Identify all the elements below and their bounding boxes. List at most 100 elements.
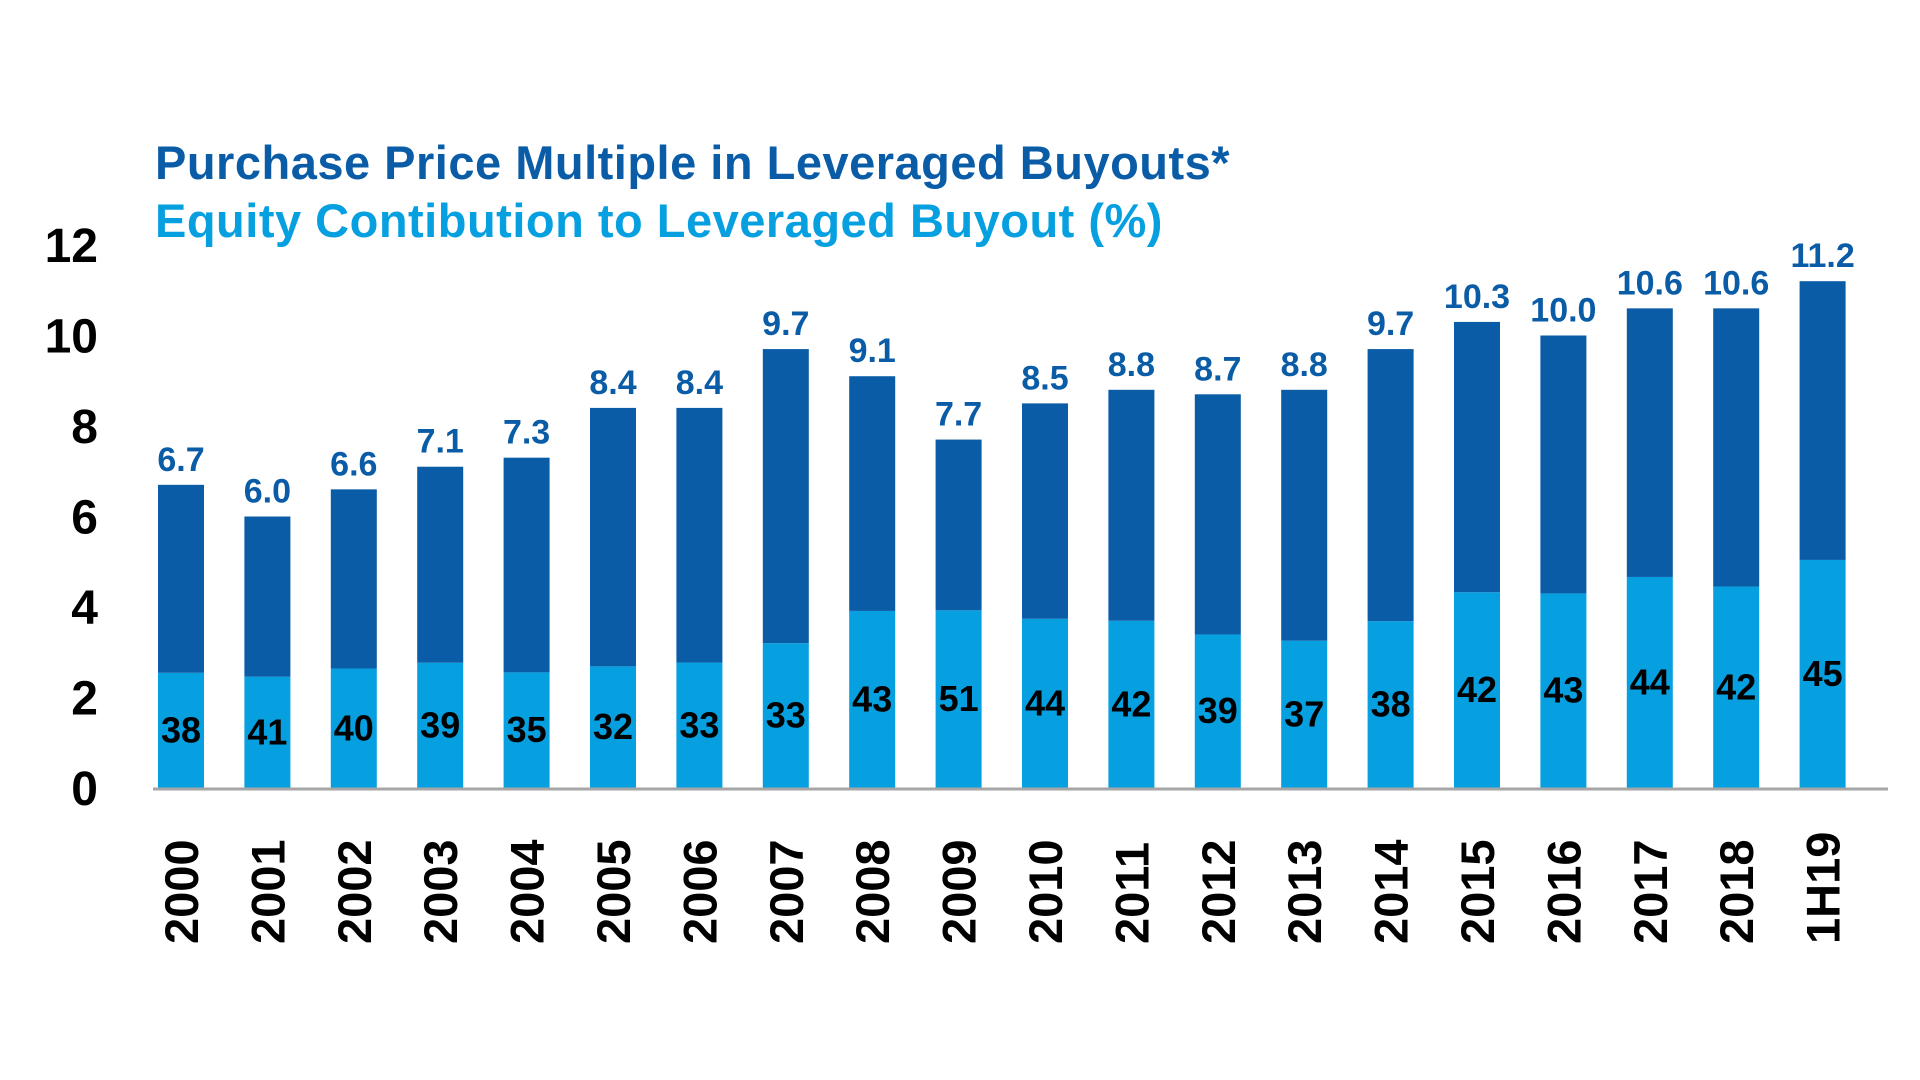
equity-data-label: 40 — [334, 707, 374, 748]
x-tick-label: 2001 — [241, 839, 294, 944]
multiple-data-label: 10.0 — [1530, 292, 1596, 330]
bar-multiple — [590, 407, 636, 667]
bar-multiple — [1713, 308, 1760, 587]
x-tick-group: 2013 — [1278, 839, 1331, 944]
bar-equity — [849, 610, 896, 788]
bar-equity — [158, 672, 204, 788]
x-tick-label: 2014 — [1365, 839, 1418, 944]
multiple-data-label: 9.7 — [762, 305, 809, 343]
x-tick-label: 2016 — [1537, 839, 1590, 944]
equity-data-label: 45 — [1803, 653, 1843, 694]
bar-multiple — [244, 516, 291, 677]
bar-equity — [590, 666, 636, 788]
equity-data-label: 33 — [766, 695, 806, 736]
x-tick-label: 2018 — [1710, 839, 1763, 944]
multiple-data-label: 6.6 — [330, 445, 377, 483]
equity-data-label: 41 — [247, 711, 287, 752]
x-tick-label: 2017 — [1624, 839, 1677, 944]
multiple-data-label: 6.0 — [244, 473, 291, 511]
bar-multiple — [1194, 394, 1241, 635]
x-tick-label: 2007 — [760, 839, 813, 944]
x-tick-group: 2015 — [1451, 839, 1504, 944]
bar-multiple — [676, 407, 723, 663]
multiple-data-label: 7.3 — [503, 414, 550, 452]
x-tick-group: 1H19 — [1797, 832, 1850, 944]
multiple-data-label: 10.6 — [1703, 264, 1769, 302]
multiple-data-label: 7.7 — [935, 396, 982, 434]
bar-multiple — [1022, 403, 1068, 619]
x-tick-label: 2008 — [846, 839, 899, 944]
x-tick-label: 2004 — [501, 839, 554, 944]
bar-equity — [1281, 640, 1328, 788]
equity-data-label: 42 — [1111, 683, 1151, 724]
x-tick-label: 2015 — [1451, 839, 1504, 944]
x-tick-label: 2013 — [1278, 839, 1331, 944]
x-tick-group: 2012 — [1192, 839, 1245, 944]
equity-data-label: 32 — [593, 706, 633, 747]
x-tick-group: 2010 — [1019, 839, 1072, 944]
y-tick-label: 12 — [45, 220, 98, 273]
x-tick-group: 2004 — [501, 839, 554, 944]
x-tick-group: 2003 — [414, 839, 467, 944]
x-tick-label: 2000 — [155, 839, 208, 944]
y-tick-label: 0 — [71, 763, 98, 816]
bar-multiple — [1799, 281, 1846, 560]
equity-data-label: 51 — [939, 678, 979, 719]
x-tick-label: 2006 — [673, 839, 726, 944]
y-tick-label: 4 — [71, 582, 98, 635]
bar-multiple — [330, 489, 377, 669]
x-tick-label: 1H19 — [1797, 832, 1850, 944]
x-tick-group: 2007 — [760, 839, 813, 944]
x-tick-group: 2001 — [241, 839, 294, 944]
bar-equity — [417, 662, 464, 788]
bar-equity — [1194, 634, 1241, 788]
bar-equity — [244, 676, 291, 788]
x-tick-group: 2009 — [933, 839, 986, 944]
bar-equity — [1799, 559, 1846, 788]
x-tick-group: 2002 — [328, 839, 381, 944]
equity-data-label: 44 — [1630, 661, 1670, 702]
y-tick-label: 8 — [71, 401, 98, 454]
bar-equity — [1108, 620, 1155, 788]
multiple-data-label: 8.7 — [1194, 350, 1241, 388]
bar-multiple — [417, 466, 464, 663]
bar-equity — [1022, 618, 1068, 788]
x-tick-label: 2003 — [414, 839, 467, 944]
bar-multiple — [158, 484, 204, 673]
bar-multiple — [1367, 349, 1414, 622]
multiple-data-label: 11.2 — [1790, 237, 1854, 275]
multiple-data-label: 9.7 — [1367, 305, 1414, 343]
x-tick-group: 2006 — [673, 839, 726, 944]
multiple-data-label: 7.1 — [417, 423, 464, 461]
x-tick-group: 2008 — [846, 839, 899, 944]
x-tick-group: 2000 — [155, 839, 208, 944]
equity-data-label: 38 — [1371, 684, 1411, 725]
bar-multiple — [1626, 308, 1673, 577]
multiple-data-label: 9.1 — [849, 332, 896, 370]
equity-data-label: 35 — [507, 709, 547, 750]
y-tick-label: 2 — [71, 673, 98, 726]
bar-equity — [935, 610, 982, 788]
x-tick-group: 2018 — [1710, 839, 1763, 944]
multiple-data-label: 10.6 — [1617, 264, 1683, 302]
bar-multiple — [935, 439, 982, 611]
x-tick-label: 2002 — [328, 839, 381, 944]
multiple-data-label: 8.8 — [1108, 346, 1155, 384]
bar-equity — [762, 643, 809, 788]
bar-equity — [1713, 586, 1760, 788]
bar-multiple — [1540, 335, 1587, 594]
multiple-data-label: 8.8 — [1281, 346, 1328, 384]
equity-data-label: 39 — [1198, 690, 1238, 731]
equity-data-label: 42 — [1457, 669, 1497, 710]
bar-equity — [1454, 592, 1500, 788]
multiple-data-label: 8.5 — [1021, 359, 1068, 397]
x-tick-label: 2009 — [933, 839, 986, 944]
equity-data-label: 37 — [1284, 693, 1324, 734]
y-tick-label: 10 — [45, 311, 98, 364]
multiple-data-label: 6.7 — [157, 441, 204, 479]
y-tick-label: 6 — [71, 492, 98, 545]
equity-data-label: 42 — [1716, 666, 1756, 707]
equity-data-label: 33 — [679, 704, 719, 745]
